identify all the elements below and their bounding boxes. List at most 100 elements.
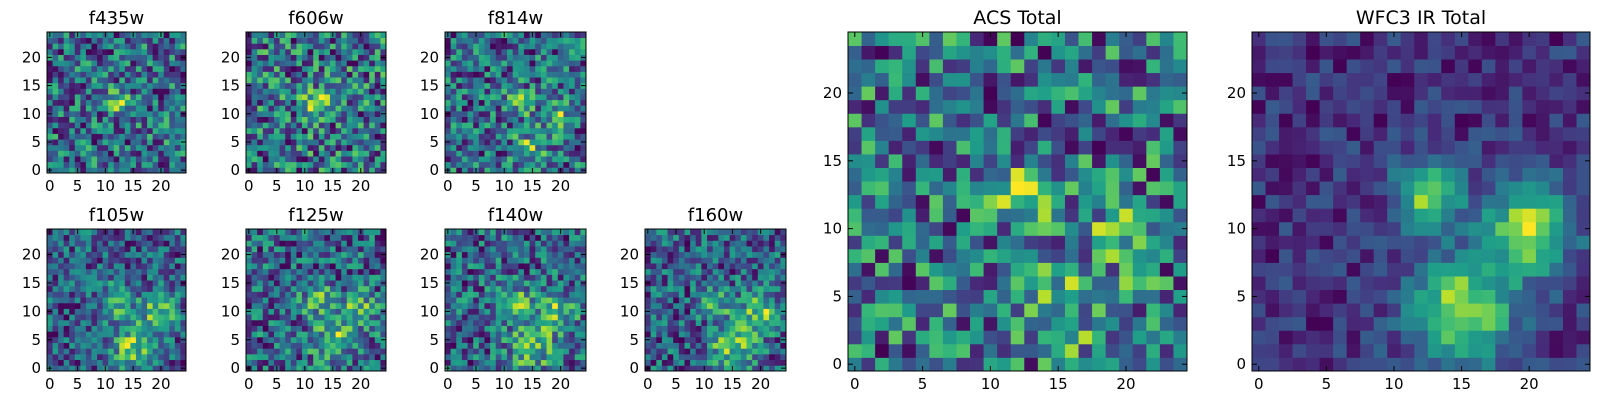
heatmap-cell xyxy=(180,144,187,151)
heatmap-cell xyxy=(523,54,530,61)
heatmap-cell xyxy=(158,342,165,349)
heatmap-cell xyxy=(279,274,286,281)
heatmap-cell xyxy=(63,150,70,157)
heatmap-cell xyxy=(69,133,76,140)
heatmap-cell xyxy=(113,280,120,287)
heatmap-cell xyxy=(915,208,930,223)
heatmap-cell xyxy=(735,251,742,258)
heatmap-cell xyxy=(63,32,70,39)
heatmap-cell xyxy=(501,302,508,309)
heatmap-cell xyxy=(174,156,181,163)
heatmap-cell xyxy=(69,32,76,39)
heatmap-cell xyxy=(707,268,714,275)
heatmap-cell xyxy=(563,280,570,287)
heatmap-cell xyxy=(58,122,65,129)
heatmap-cell xyxy=(701,325,708,332)
heatmap-cell xyxy=(147,82,154,89)
heatmap-cell xyxy=(690,285,697,292)
heatmap-cell xyxy=(274,133,280,140)
heatmap-cell xyxy=(540,229,547,236)
heatmap-cell xyxy=(445,240,452,247)
heatmap-cell xyxy=(69,348,76,355)
heatmap-cell xyxy=(330,331,336,338)
heatmap-cell xyxy=(461,37,468,44)
heatmap-cell xyxy=(484,94,491,101)
heatmap-cell xyxy=(529,308,536,315)
heatmap-cell xyxy=(456,37,463,44)
heatmap-cell xyxy=(507,319,514,326)
heatmap-cell xyxy=(540,54,547,61)
heatmap-cell xyxy=(467,71,474,78)
heatmap-cell xyxy=(746,280,753,287)
heatmap-cell xyxy=(102,110,109,117)
heatmap-cell xyxy=(1064,181,1079,196)
heatmap-cell xyxy=(546,99,553,106)
heatmap-cell xyxy=(307,280,314,287)
heatmap-cell xyxy=(262,319,269,326)
heatmap-cell xyxy=(52,94,59,101)
heatmap-cell xyxy=(274,353,280,361)
heatmap-cell xyxy=(667,274,674,281)
heatmap-cell xyxy=(307,348,314,355)
heatmap-cell xyxy=(546,365,553,372)
heatmap-cell xyxy=(580,156,587,163)
heatmap-cell xyxy=(97,280,103,287)
heatmap-cell xyxy=(763,229,770,236)
heatmap-cell xyxy=(540,122,547,129)
heatmap-cell xyxy=(875,248,890,263)
heatmap-cell xyxy=(656,251,663,258)
heatmap-cell xyxy=(363,43,370,50)
heatmap-cell xyxy=(512,156,519,163)
heatmap-cell xyxy=(512,161,519,168)
heatmap-cell xyxy=(684,229,691,236)
heatmap-cell xyxy=(574,127,581,134)
heatmap-cell xyxy=(147,308,154,315)
heatmap-cell xyxy=(124,48,131,55)
heatmap-cell xyxy=(279,88,286,95)
heatmap-cell xyxy=(1105,167,1120,182)
heatmap-cell xyxy=(147,240,154,247)
heatmap-cell xyxy=(324,54,331,61)
heatmap-cell xyxy=(141,77,148,84)
heatmap-cell xyxy=(569,139,576,146)
heatmap-cell xyxy=(285,167,292,174)
heatmap-cell xyxy=(358,336,364,343)
heatmap-cell xyxy=(352,71,359,78)
heatmap-cell xyxy=(1159,357,1174,372)
heatmap-cell xyxy=(650,308,657,315)
heatmap-cell xyxy=(324,105,331,112)
heatmap-cell xyxy=(296,325,303,332)
heatmap-cell xyxy=(102,297,109,304)
heatmap-cell xyxy=(363,139,370,146)
heatmap-cell xyxy=(467,43,474,50)
heatmap-cell xyxy=(69,48,76,55)
heatmap-cell xyxy=(467,308,474,315)
heatmap-cell xyxy=(113,319,120,326)
heatmap-cell xyxy=(91,308,98,315)
heatmap-cell xyxy=(335,54,342,61)
heatmap-cell xyxy=(346,122,353,129)
heatmap-cell xyxy=(52,99,59,106)
heatmap-cell xyxy=(369,65,376,72)
heatmap-cell xyxy=(740,314,747,321)
heatmap-cell xyxy=(942,208,957,223)
heatmap-cell xyxy=(507,94,514,101)
heatmap-cell xyxy=(478,122,485,129)
heatmap-cell xyxy=(257,161,264,168)
heatmap-cell xyxy=(507,88,514,95)
heatmap-cell xyxy=(848,154,862,168)
y-tick-label: 20 xyxy=(420,48,439,66)
heatmap-cell xyxy=(507,274,514,281)
heatmap-cell xyxy=(335,365,342,372)
heatmap-cell xyxy=(363,291,370,298)
heatmap-cell xyxy=(529,314,536,321)
heatmap-cell xyxy=(707,342,714,349)
heatmap-cell xyxy=(729,348,736,355)
heatmap-cell xyxy=(678,246,685,253)
heatmap-cell xyxy=(113,331,120,338)
heatmap-cell xyxy=(97,127,103,134)
heatmap-cell xyxy=(684,263,691,270)
heatmap-cell xyxy=(358,234,364,241)
heatmap-cell xyxy=(119,353,126,361)
heatmap-cell xyxy=(97,257,103,264)
